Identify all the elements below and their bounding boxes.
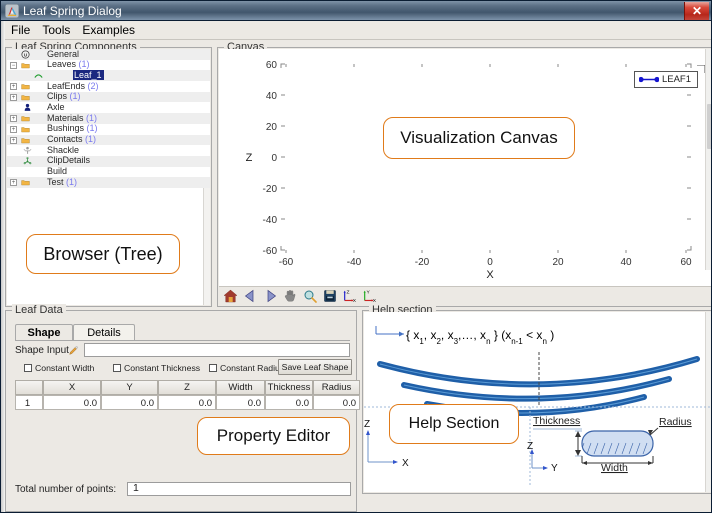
svg-text:X: X [486, 269, 494, 281]
svg-text:Width: Width [601, 462, 628, 474]
svg-text:0: 0 [271, 153, 277, 164]
svg-text:X: X [353, 298, 357, 303]
svg-text:Radius: Radius [659, 416, 692, 428]
svg-text:{ x1, x2, x3,…, xn } (xn-1 < x: { x1, x2, x3,…, xn } (xn-1 < xn ) [406, 328, 554, 345]
svg-text:Thickness: Thickness [533, 415, 580, 427]
svg-text:20: 20 [552, 257, 564, 268]
svg-text:-20: -20 [263, 184, 278, 195]
svg-text:X: X [402, 458, 409, 469]
svg-text:X: X [373, 298, 377, 303]
svg-text:Y: Y [366, 289, 370, 295]
svg-text:60: 60 [680, 257, 692, 268]
svg-text:U: U [24, 52, 27, 57]
svg-text:-40: -40 [263, 215, 278, 226]
svg-text:40: 40 [266, 91, 278, 102]
svg-text:Z: Z [246, 152, 253, 164]
svg-text:-20: -20 [415, 257, 430, 268]
svg-text:-60: -60 [279, 257, 294, 268]
svg-text:Z: Z [346, 289, 349, 295]
svg-text:Y: Y [551, 463, 558, 474]
svg-text:20: 20 [266, 122, 278, 133]
svg-text:60: 60 [266, 60, 278, 71]
svg-text:40: 40 [620, 257, 632, 268]
svg-text:Z: Z [364, 419, 370, 430]
svg-text:-60: -60 [263, 246, 278, 257]
svg-text:-40: -40 [347, 257, 362, 268]
svg-text:0: 0 [487, 257, 493, 268]
